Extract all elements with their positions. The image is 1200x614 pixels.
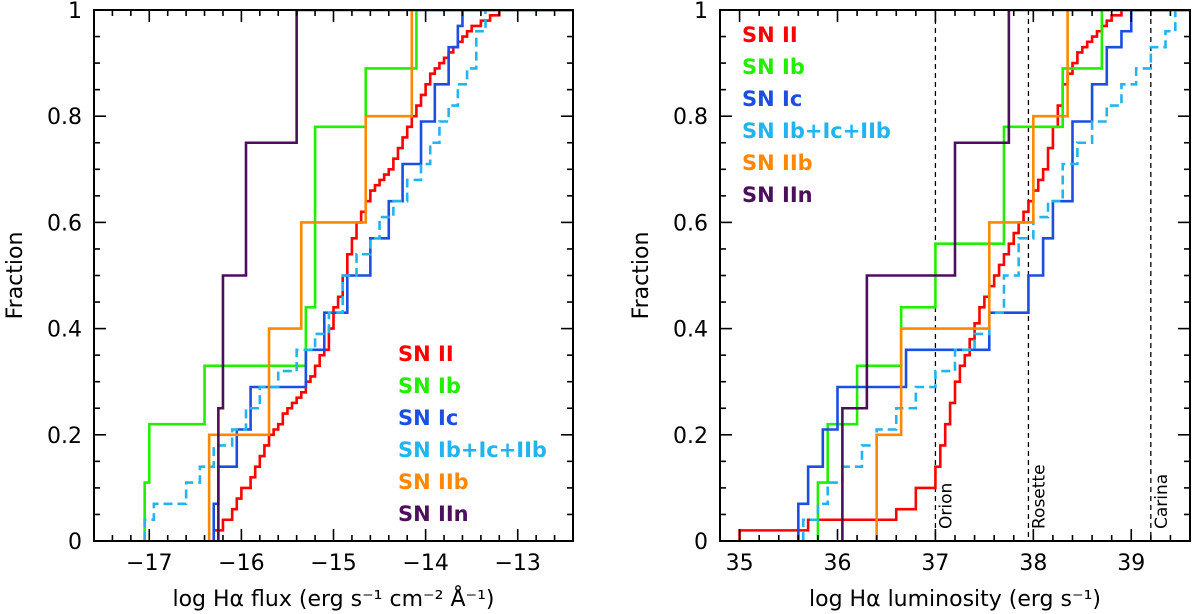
x-tick-label: 39 xyxy=(1117,551,1145,576)
legend-entry-sn-ib-ic-iib: SN Ib+Ic+IIb xyxy=(398,438,547,462)
y-tick-label: 1 xyxy=(68,0,82,24)
legend-entry-sn-ib-ic-iib: SN Ib+Ic+IIb xyxy=(742,119,891,143)
legend-entry-sn-ib: SN Ib xyxy=(398,374,461,398)
y-tick-label: 0.6 xyxy=(47,211,82,236)
legend-entry-sn-ic: SN Ic xyxy=(742,87,802,111)
legend-entry-sn-ii: SN II xyxy=(742,23,798,47)
series-sn-iib xyxy=(875,10,1190,541)
reference-label-carina: Carina xyxy=(1152,474,1172,529)
y-tick-label: 0 xyxy=(68,530,82,555)
x-axis-title: log Hα luminosity (erg s⁻¹) xyxy=(809,587,1101,612)
y-tick-label: 1 xyxy=(694,0,708,24)
y-axis-title: Fraction xyxy=(629,232,654,320)
series-sn-iin xyxy=(841,10,1190,541)
x-tick-label: 37 xyxy=(921,551,949,576)
series-sn-iin xyxy=(217,10,573,541)
y-tick-label: 0.8 xyxy=(47,105,82,130)
legend-entry-sn-iib: SN IIb xyxy=(398,470,469,494)
x-tick-label: −14 xyxy=(402,551,448,576)
legend-entry-sn-ii: SN II xyxy=(398,342,454,366)
series-sn-iib xyxy=(207,10,573,541)
x-tick-label: −13 xyxy=(495,551,541,576)
series-sn-ib-ic-iib xyxy=(143,10,573,541)
series-sn-ic xyxy=(797,10,1190,541)
x-tick-label: 38 xyxy=(1019,551,1047,576)
y-tick-label: 0.2 xyxy=(47,424,82,449)
y-tick-label: 0.4 xyxy=(673,318,708,343)
left-panel-flux: −17 −16 −15 −14 −13 0 0.2 0.4 0.6 0.8 1 log Hα flux… xyxy=(3,0,574,612)
reference-label-rosette: Rosette xyxy=(1029,464,1049,529)
series-sn-ib-ic-iib xyxy=(801,10,1190,541)
legend-entry-sn-ic: SN Ic xyxy=(398,406,458,430)
y-axis-title: Fraction xyxy=(3,232,28,320)
x-axis-title: log Hα flux (erg s⁻¹ cm⁻² Å⁻¹) xyxy=(172,585,494,612)
right-panel-luminosity: Orion Rosette Carina 35 36 37 38 39 0 0.2 0.4 0.6 0.… xyxy=(629,0,1191,612)
legend-entry-sn-ib: SN Ib xyxy=(742,55,805,79)
y-tick-label: 0.6 xyxy=(673,211,708,236)
y-tick-label: 0 xyxy=(694,530,708,555)
x-tick-label: −17 xyxy=(126,551,172,576)
x-tick-label: 36 xyxy=(824,551,852,576)
series-sn-ii xyxy=(738,10,1190,541)
y-tick-label: 0.8 xyxy=(673,105,708,130)
y-tick-label: 0.2 xyxy=(673,424,708,449)
reference-label-orion: Orion xyxy=(936,483,956,529)
x-tick-label: 35 xyxy=(726,551,754,576)
legend-entry-sn-iin: SN IIn xyxy=(742,183,813,207)
series-sn-ib xyxy=(816,10,1190,541)
series-sn-ib xyxy=(143,10,573,541)
legend-entry-sn-iib: SN IIb xyxy=(742,151,813,175)
x-tick-label: −15 xyxy=(310,551,356,576)
y-tick-label: 0.4 xyxy=(47,318,82,343)
x-tick-label: −16 xyxy=(218,551,264,576)
legend-entry-sn-iin: SN IIn xyxy=(398,502,469,526)
